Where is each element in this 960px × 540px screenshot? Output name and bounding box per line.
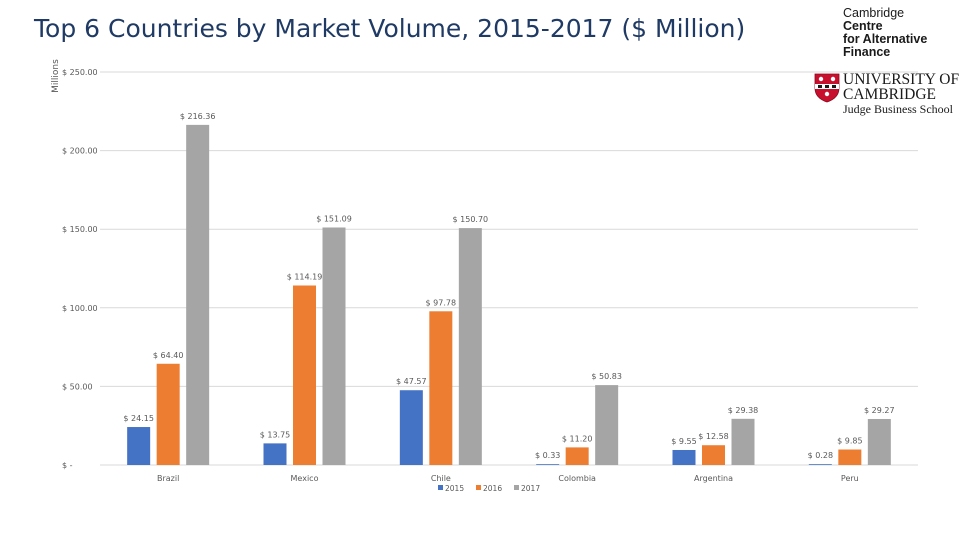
bar-2015-colombia	[536, 464, 560, 465]
y-tick-label: $ -	[62, 461, 73, 470]
bar-2017-colombia	[595, 385, 619, 465]
bar-2017-brazil	[186, 124, 210, 465]
data-label: $ 150.70	[453, 215, 489, 224]
data-label: $ 29.38	[728, 406, 759, 415]
x-tick-label: Chile	[431, 474, 451, 483]
bar-2015-peru	[808, 464, 832, 465]
bar-2016-argentina	[702, 445, 725, 465]
ccaf-logo-line: Finance	[843, 45, 891, 59]
legend-label: 2015	[445, 484, 464, 493]
data-label: $ 0.28	[808, 451, 833, 460]
university-name: UNIVERSITY OF CAMBRIDGE Judge Business S…	[843, 72, 959, 116]
y-tick-label: $ 250.00	[62, 68, 98, 77]
data-label: $ 216.36	[180, 112, 216, 121]
bars	[127, 124, 891, 465]
data-label: $ 97.78	[426, 298, 457, 307]
chart-title: Top 6 Countries by Market Volume, 2015-2…	[34, 14, 746, 43]
data-label: $ 151.09	[316, 214, 352, 223]
data-label: $ 9.85	[837, 437, 862, 446]
x-tick-label: Colombia	[558, 474, 596, 483]
legend-swatch-2015	[438, 485, 443, 490]
university-name-line: CAMBRIDGE	[843, 86, 937, 103]
y-tick-label: $ 100.00	[62, 304, 98, 313]
bar-2016-chile	[429, 311, 453, 465]
legend: 2015 2016 2017	[438, 484, 540, 493]
bar-2016-mexico	[293, 285, 316, 465]
data-label: $ 12.58	[698, 432, 729, 441]
data-label: $ 11.20	[562, 434, 593, 443]
y-axis-ticks: $ - $ 50.00 $ 100.00 $ 150.00 $ 200.00 $ 250.…	[62, 68, 98, 470]
legend-swatch-2017	[514, 485, 519, 490]
legend-label: 2016	[483, 484, 502, 493]
bar-2017-chile	[458, 228, 482, 465]
bar-2016-brazil	[156, 363, 180, 465]
legend-label: 2017	[521, 484, 540, 493]
y-tick-label: $ 150.00	[62, 225, 98, 234]
university-of-cambridge-logo: UNIVERSITY OF CAMBRIDGE Judge Business S…	[812, 70, 959, 118]
ccaf-logo-line: Centre	[843, 19, 883, 33]
bar-2017-mexico	[322, 227, 346, 465]
data-labels: $ 24.15 $ 64.40 $ 216.36 $ 13.75 $ 114.19 $ 1…	[123, 112, 894, 460]
data-label: $ 9.55	[671, 437, 696, 446]
bar-2015-chile	[399, 390, 423, 465]
ccaf-logo: Cambridge Centre for Alternative Finance	[843, 7, 953, 59]
data-label: $ 24.15	[123, 414, 154, 423]
university-name-line: UNIVERSITY OF	[843, 71, 960, 88]
y-tick-label: $ 200.00	[62, 147, 98, 156]
x-tick-label: Argentina	[694, 474, 733, 483]
data-label: $ 13.75	[260, 430, 291, 439]
university-name-line: Judge Business School	[843, 102, 954, 116]
bar-2016-colombia	[565, 447, 589, 465]
bar-2017-peru	[867, 418, 891, 465]
x-tick-label: Brazil	[157, 474, 179, 483]
data-label: $ 50.83	[591, 372, 622, 381]
bar-2016-peru	[838, 449, 862, 465]
y-tick-label: $ 50.00	[62, 382, 93, 391]
gridlines	[100, 71, 918, 466]
ccaf-logo-line: Cambridge	[843, 6, 905, 20]
ccaf-logo-line: for Alternative	[843, 32, 928, 46]
x-tick-label: Peru	[841, 474, 859, 483]
crest-icon	[814, 73, 840, 103]
bar-2015-argentina	[672, 449, 696, 465]
data-label: $ 114.19	[287, 272, 323, 281]
data-label: $ 29.27	[864, 406, 895, 415]
bar-2015-brazil	[127, 427, 151, 465]
legend-swatch-2016	[476, 485, 481, 490]
x-tick-label: Mexico	[291, 474, 319, 483]
bar-2017-argentina	[731, 418, 755, 465]
data-label: $ 64.40	[153, 351, 184, 360]
data-label: $ 47.57	[396, 377, 427, 386]
x-axis-categories: Brazil Mexico Chile Colombia Argentina Peru	[157, 474, 859, 483]
bar-2015-mexico	[263, 443, 287, 465]
data-label: $ 0.33	[535, 451, 560, 460]
y-axis-label: Millions	[51, 59, 61, 93]
